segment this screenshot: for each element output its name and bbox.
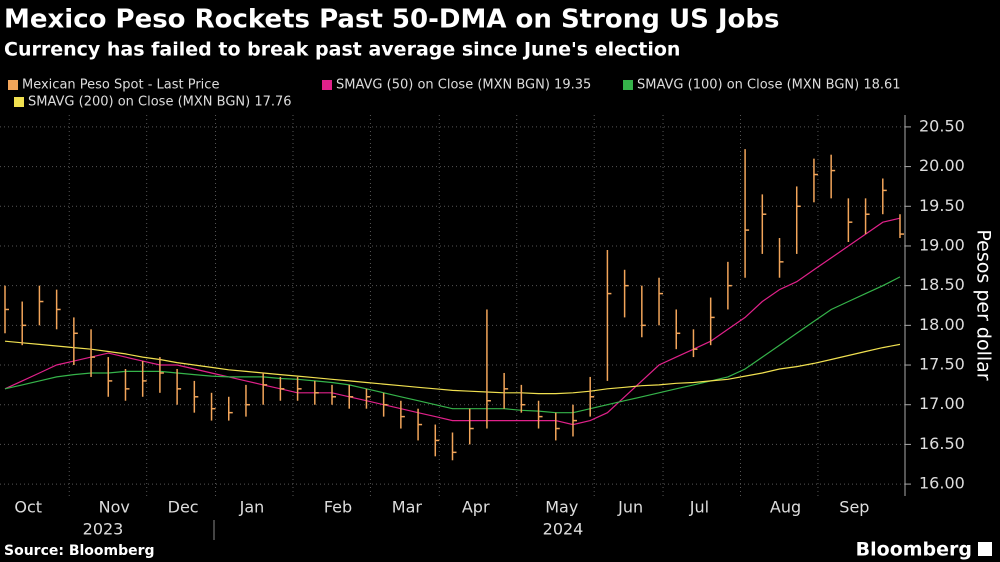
legend-swatch [623, 80, 633, 90]
chart-title: Mexico Peso Rockets Past 50-DMA on Stron… [4, 5, 779, 35]
legend-label: Mexican Peso Spot - Last Price [22, 78, 219, 93]
y-tick-label: 17.00 [919, 394, 965, 413]
sma-line [4, 340, 901, 395]
legend-swatch [322, 80, 332, 90]
legend-swatch [8, 80, 18, 90]
legend-label: SMAVG (50) on Close (MXN BGN) 19.35 [336, 78, 591, 93]
source: Source: Bloomberg [4, 543, 155, 559]
brand: Bloomberg [856, 539, 972, 561]
x-tick-label: May [545, 498, 578, 517]
legend-label: SMAVG (200) on Close (MXN BGN) 17.76 [28, 95, 292, 110]
y-tick-label: 20.00 [919, 156, 965, 175]
legend-swatch [14, 97, 24, 107]
y-tick-label: 18.50 [919, 275, 965, 294]
x-tick-label: Feb [324, 498, 352, 517]
y-tick-label: 18.00 [919, 315, 965, 334]
x-tick-label: Aug [770, 498, 801, 517]
y-tick-label: 20.50 [919, 116, 965, 135]
legend-label: SMAVG (100) on Close (MXN BGN) 18.61 [637, 78, 901, 93]
sma-line [4, 276, 901, 414]
x-tick-label: Sep [839, 498, 869, 517]
x-tick-label: Dec [168, 498, 199, 517]
x-tick-label: Mar [392, 498, 423, 517]
y-tick-label: 19.00 [919, 235, 965, 254]
y-tick-label: 16.00 [919, 474, 965, 493]
y-tick-label: 16.50 [919, 434, 965, 453]
sma-line [4, 217, 901, 426]
x-tick-label: Jan [239, 498, 265, 517]
y-tick-label: 17.50 [919, 355, 965, 374]
year-label: 2023 [83, 520, 124, 539]
y-axis-label: Pesos per dollar [973, 229, 995, 380]
chart-subtitle: Currency has failed to break past averag… [4, 39, 680, 61]
year-label: 2024 [543, 520, 584, 539]
x-tick-label: Nov [99, 498, 130, 517]
x-tick-label: Jul [689, 498, 709, 517]
x-tick-label: Oct [14, 498, 42, 517]
brand-icon [978, 542, 992, 556]
y-tick-label: 19.50 [919, 196, 965, 215]
x-tick-label: Apr [462, 498, 490, 517]
x-tick-label: Jun [617, 498, 643, 517]
